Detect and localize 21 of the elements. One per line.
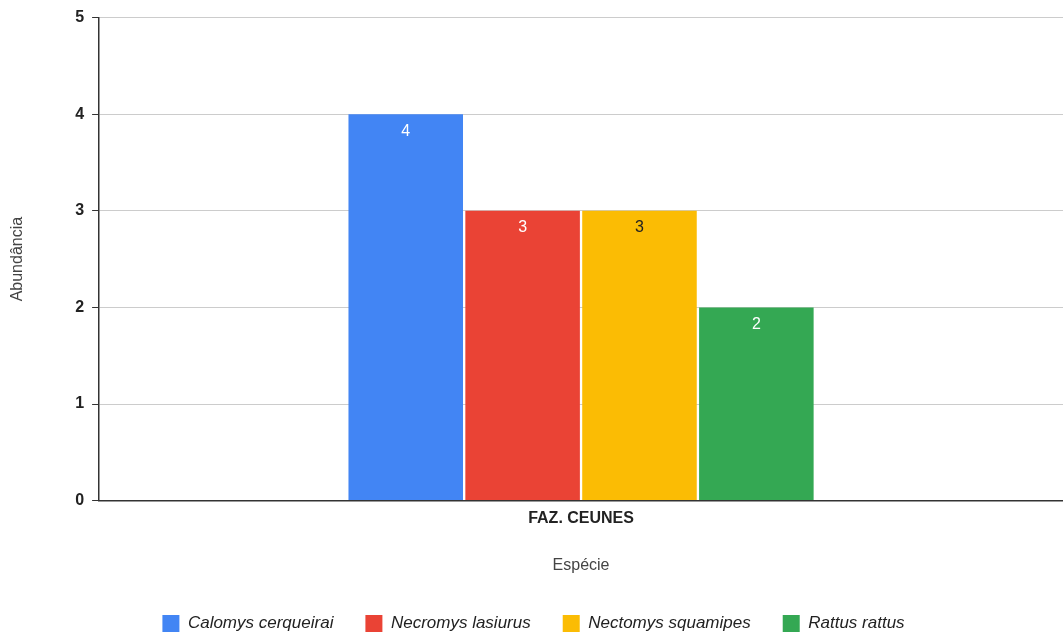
x-axis-title: Espécie	[552, 555, 610, 573]
y-tick-label: 2	[75, 297, 85, 315]
data-label: 3	[518, 218, 528, 236]
data-label: 4	[401, 121, 411, 139]
data-label: 3	[635, 218, 645, 236]
legend-label: Necromys lasiurus	[390, 613, 532, 633]
bar	[465, 210, 580, 501]
bar	[699, 307, 814, 501]
y-tick-label: 4	[75, 104, 85, 122]
legend-label: Rattus rattus	[808, 613, 906, 633]
y-axis-title: Abundância	[8, 216, 26, 302]
legend-label: Nectomys squamipes	[588, 613, 752, 633]
x-tick-label: FAZ. CEUNES	[528, 508, 635, 526]
legend-label: Calomys cerqueirai	[187, 613, 335, 633]
y-tick-label: 3	[75, 201, 85, 219]
bar	[348, 114, 464, 501]
bar	[582, 210, 697, 501]
data-label: 2	[751, 314, 761, 332]
y-tick-label: 0	[75, 491, 85, 509]
y-tick-label: 1	[75, 394, 85, 412]
y-tick-label: 5	[75, 8, 85, 26]
